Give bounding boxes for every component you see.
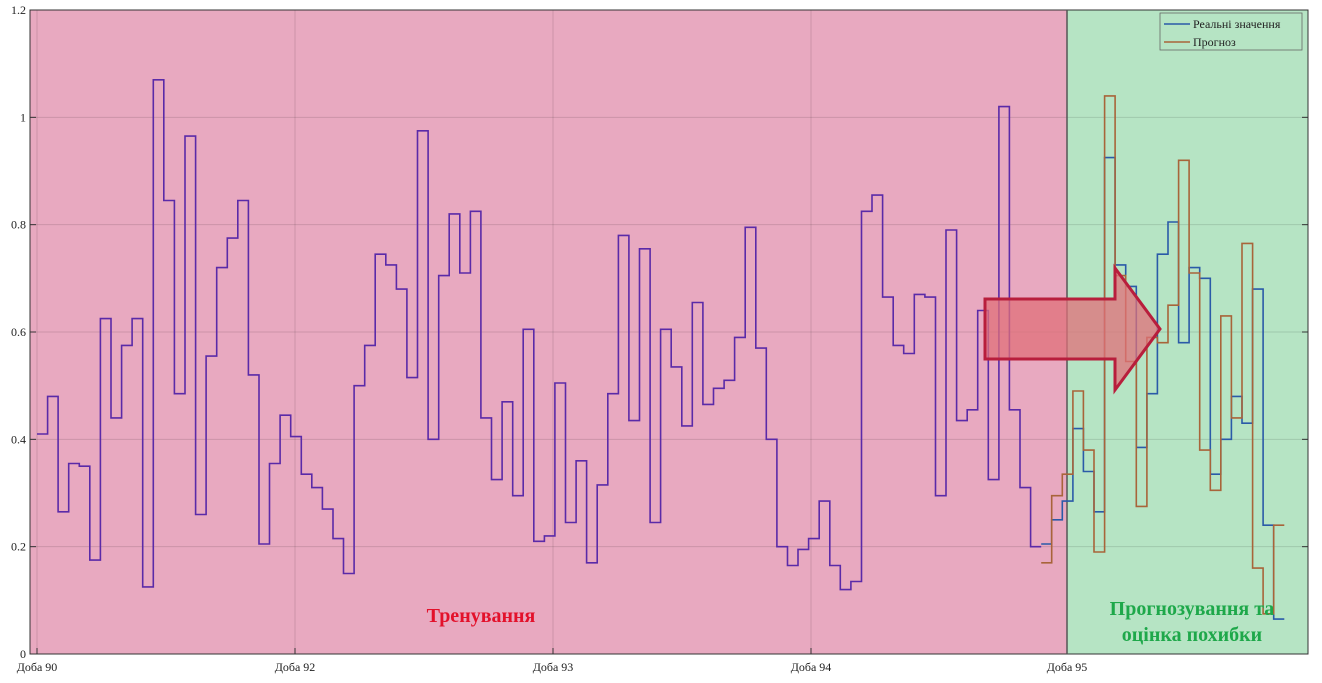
y-tick-label: 1 — [20, 110, 26, 124]
training-series-line — [37, 79, 1042, 591]
x-tick-label: Доба 92 — [275, 660, 316, 674]
legend-box — [1159, 12, 1303, 51]
axes-frame — [29, 9, 1309, 655]
y-tick-label: 0 — [20, 647, 26, 661]
arrow-icon — [983, 263, 1162, 395]
legend-label-forecast: Прогноз — [1193, 35, 1236, 49]
y-tick-label: 0.4 — [11, 432, 26, 446]
forecast-series-line — [1041, 95, 1285, 615]
forecast-region-label-line2: оцінка похибки — [1122, 624, 1262, 646]
y-tick-label: 0.6 — [11, 325, 26, 339]
x-tick-label: Доба 95 — [1047, 660, 1088, 674]
y-tick-label: 0.8 — [11, 218, 26, 232]
legend-label-real: Реальні значення — [1193, 17, 1281, 31]
x-tick-label: Доба 90 — [17, 660, 58, 674]
x-tick-label: Доба 94 — [791, 660, 832, 674]
y-tick-labels: 0 0.2 0.4 0.6 0.8 1 1.2 — [11, 3, 26, 661]
forecast-region-label-line1: Прогнозування та — [1110, 598, 1275, 620]
y-tick-label: 1.2 — [11, 3, 26, 17]
x-tick-label: Доба 93 — [533, 660, 574, 674]
training-region-label: Тренування — [427, 605, 536, 627]
y-tick-label: 0.2 — [11, 540, 26, 554]
training-region — [30, 10, 1067, 654]
legend: Реальні значення Прогноз — [1159, 12, 1303, 51]
x-tick-labels: Доба 90 Доба 92 Доба 93 Доба 94 Доба 95 — [17, 660, 1088, 674]
